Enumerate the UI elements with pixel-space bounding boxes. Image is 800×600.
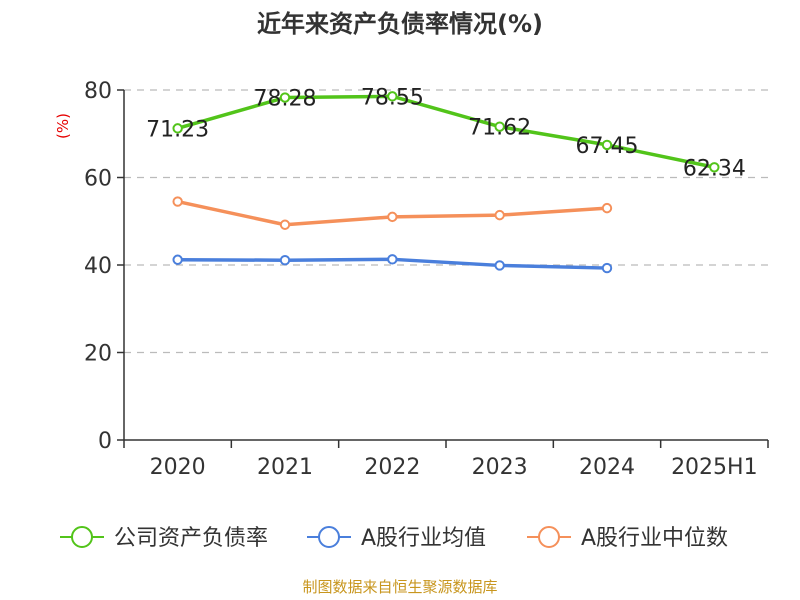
data-point[interactable] xyxy=(494,209,505,221)
data-point[interactable] xyxy=(494,121,505,132)
y-tick-label: 80 xyxy=(84,79,112,104)
axes: 0 20 40 60 80 2020 2021 2022 2023 2024 2025H1 xyxy=(84,79,769,480)
data-point[interactable] xyxy=(279,92,291,103)
data-label: 71.23 xyxy=(146,117,209,142)
series-2 xyxy=(172,196,613,230)
data-point[interactable] xyxy=(172,123,183,134)
data-point[interactable] xyxy=(601,202,613,214)
y-tick-label: 0 xyxy=(98,429,112,454)
data-point[interactable] xyxy=(279,219,291,230)
legend-item-1[interactable]: A股行业均值 xyxy=(307,526,486,551)
data-point[interactable] xyxy=(279,254,291,266)
data-point[interactable] xyxy=(601,262,613,274)
data-point[interactable] xyxy=(172,254,183,265)
x-tick-label: 2021 xyxy=(257,455,313,480)
series-0: 71.23 78.28 78.55 71.62 67.45 62.34 xyxy=(146,85,746,181)
data-label: 71.62 xyxy=(468,116,531,141)
legend: 公司资产负债率 A股行业均值 A股行业中位数 xyxy=(60,526,728,551)
data-label: 62.34 xyxy=(683,156,746,181)
x-tick-label: 2022 xyxy=(364,455,420,480)
data-label: 78.28 xyxy=(254,87,317,112)
y-tick-label: 20 xyxy=(84,342,112,367)
x-tick-label: 2025H1 xyxy=(671,455,758,480)
legend-label: A股行业均值 xyxy=(361,526,486,551)
legend-marker-icon xyxy=(538,526,560,548)
x-tick-label: 2023 xyxy=(472,455,528,480)
legend-label: A股行业中位数 xyxy=(581,526,728,551)
y-tick-label: 60 xyxy=(84,167,112,192)
x-tick-label: 2024 xyxy=(579,455,635,480)
series-line xyxy=(175,94,717,170)
x-tick-label: 2020 xyxy=(150,455,206,480)
y-axis-label: (%) xyxy=(54,113,72,139)
y-tick-label: 40 xyxy=(84,254,112,279)
gridlines xyxy=(124,89,768,354)
data-point[interactable] xyxy=(709,162,720,173)
data-point[interactable] xyxy=(387,254,398,265)
legend-marker-icon xyxy=(71,526,93,548)
legend-marker-icon xyxy=(318,526,340,548)
data-point[interactable] xyxy=(172,196,183,207)
legend-item-2[interactable]: A股行业中位数 xyxy=(527,526,728,551)
legend-item-0[interactable]: 公司资产负债率 xyxy=(60,526,268,551)
series-layer: 71.23 78.28 78.55 71.62 67.45 62.34 xyxy=(146,85,746,274)
data-label: 67.45 xyxy=(576,134,639,159)
chart-title: 近年来资产负债率情况(%) xyxy=(257,10,543,38)
data-point[interactable] xyxy=(387,91,398,102)
source-note: 制图数据来自恒生聚源数据库 xyxy=(302,578,497,596)
data-point[interactable] xyxy=(601,139,613,151)
series-1 xyxy=(172,254,613,274)
legend-label: 公司资产负债率 xyxy=(114,526,268,551)
data-label: 78.55 xyxy=(361,85,424,110)
data-point[interactable] xyxy=(494,260,505,271)
data-point[interactable] xyxy=(387,211,398,223)
